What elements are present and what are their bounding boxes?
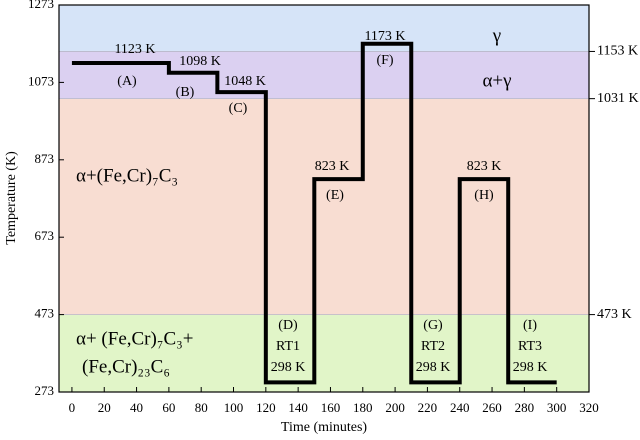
region-label: γ [492,25,501,46]
x-tick-label: 20 [98,400,111,415]
annotation: 298 K [513,360,548,375]
x-tick-label: 120 [256,400,276,415]
y-tick-label: 473 [35,306,55,321]
y2-tick-label: 473 K [597,307,632,322]
y2-tick-label: 1153 K [597,44,638,59]
y-tick-label: 873 [35,151,55,166]
annotation: 1048 K [224,74,266,89]
y-tick-label: 1073 [28,73,54,88]
y2-tick-label: 1031 K [597,91,639,106]
region-label: (Fe,Cr)₂₃C₆ [82,356,170,377]
annotation: 1123 K [114,42,155,57]
x-tick-label: 320 [579,400,599,415]
annotation: RT1 [276,339,300,354]
region-label: α+γ [482,70,511,91]
plot-frame [58,4,590,393]
y-tick-label: 273 [35,383,55,398]
annotation: (C) [229,101,248,116]
x-tick-label: 60 [162,400,175,415]
x-tick-label: 200 [385,400,405,415]
phase-region [59,51,589,99]
x-tick-label: 80 [195,400,208,415]
x-tick-label: 160 [321,400,341,415]
x-tick-label: 140 [288,400,308,415]
annotation: 1098 K [179,54,221,69]
region-label: α+(Fe,Cr)₇C₃ [76,165,178,186]
y-tick-label: 1273 [28,0,54,11]
x-tick-label: 180 [353,400,373,415]
y-axis-label: Temperature (K) [4,151,19,245]
x-tick-label: 40 [130,400,143,415]
annotation: (G) [423,318,443,333]
x-tick-label: 100 [224,400,244,415]
annotation: (F) [376,53,393,68]
annotation: 298 K [416,360,451,375]
annotation: (H) [474,188,494,203]
annotation: (B) [176,85,195,100]
annotation: 298 K [271,360,306,375]
x-tick-label: 0 [69,400,76,415]
annotation: (I) [523,318,537,333]
y-tick-label: 673 [35,228,55,243]
x-tick-label: 240 [450,400,470,415]
phase-region [59,314,589,392]
region-label: α+ (Fe,Cr)₇C₃+ [76,328,193,349]
x-tick-label: 300 [547,400,567,415]
x-tick-label: 280 [515,400,535,415]
annotation: RT2 [421,339,445,354]
annotation: (A) [117,74,137,89]
temperature-line [71,41,557,385]
annotation: 823 K [467,159,502,174]
x-tick-label: 260 [482,400,502,415]
annotation: (D) [278,318,298,333]
x-tick-label: 220 [418,400,438,415]
annotation: 823 K [315,159,350,174]
phase-region [59,5,589,52]
annotation: (E) [326,188,344,203]
annotation: RT3 [518,339,542,354]
x-axis-label: Time (minutes) [281,420,368,435]
phase-region [59,98,589,315]
annotation: 1173 K [364,29,405,44]
